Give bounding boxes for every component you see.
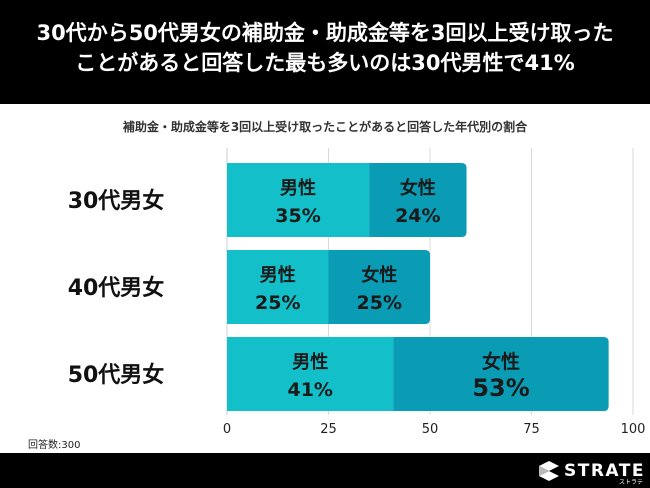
x-tick-label: 0 (223, 422, 231, 437)
segment-value-label: 25% (357, 292, 402, 314)
bar-segment-female (393, 337, 609, 411)
segment-value-label: 24% (395, 205, 440, 227)
x-tick-label: 75 (523, 422, 540, 437)
x-tick-label: 50 (422, 422, 439, 437)
title-line-1: 30代から50代男女の補助金・助成金等を3回以上受け取った (36, 21, 614, 45)
logo-subtext: ストラテ (618, 479, 643, 486)
header-banner: 30代から50代男女の補助金・助成金等を3回以上受け取った ことがあると回答した… (0, 0, 650, 104)
category-label: 30代男女 (68, 188, 165, 214)
s-mark-icon (539, 461, 559, 481)
segment-series-label: 男性 (292, 351, 328, 373)
segment-value-label: 35% (275, 205, 320, 227)
strate-logo: STRATE ストラテ (538, 460, 645, 486)
bar-segment-male (227, 250, 329, 324)
bar-segment-female (328, 250, 430, 324)
segment-value-label: 25% (255, 292, 300, 314)
x-tick-label: 100 (621, 422, 646, 437)
segment-series-label: 男性 (280, 177, 316, 199)
logo-word: STRATE (564, 461, 645, 481)
category-label: 50代男女 (68, 362, 165, 388)
segment-value-label: 41% (287, 379, 332, 401)
bar-segment-female (369, 163, 467, 237)
chart-subtitle: 補助金・助成金等を3回以上受け取ったことがあると回答した年代別の割合 (122, 120, 528, 134)
segment-value-label: 53% (472, 374, 529, 402)
title-line-2: ことがあると回答した最も多いのは30代男性で41% (75, 51, 575, 75)
bar-segment-male (227, 337, 394, 411)
x-tick-label: 25 (320, 422, 337, 437)
respondent-count: 回答数:300 (28, 440, 81, 451)
segment-series-label: 女性 (361, 264, 397, 286)
segment-series-label: 女性 (400, 177, 436, 199)
segment-series-label: 男性 (260, 264, 296, 286)
bar-segment-male (227, 163, 370, 237)
segment-series-label: 女性 (482, 350, 520, 373)
category-label: 40代男女 (68, 275, 165, 301)
stacked-bar-chart: 0 25 50 75 10030代男女男性35%女性24%40代男女男性25%女性25%… (68, 148, 646, 437)
